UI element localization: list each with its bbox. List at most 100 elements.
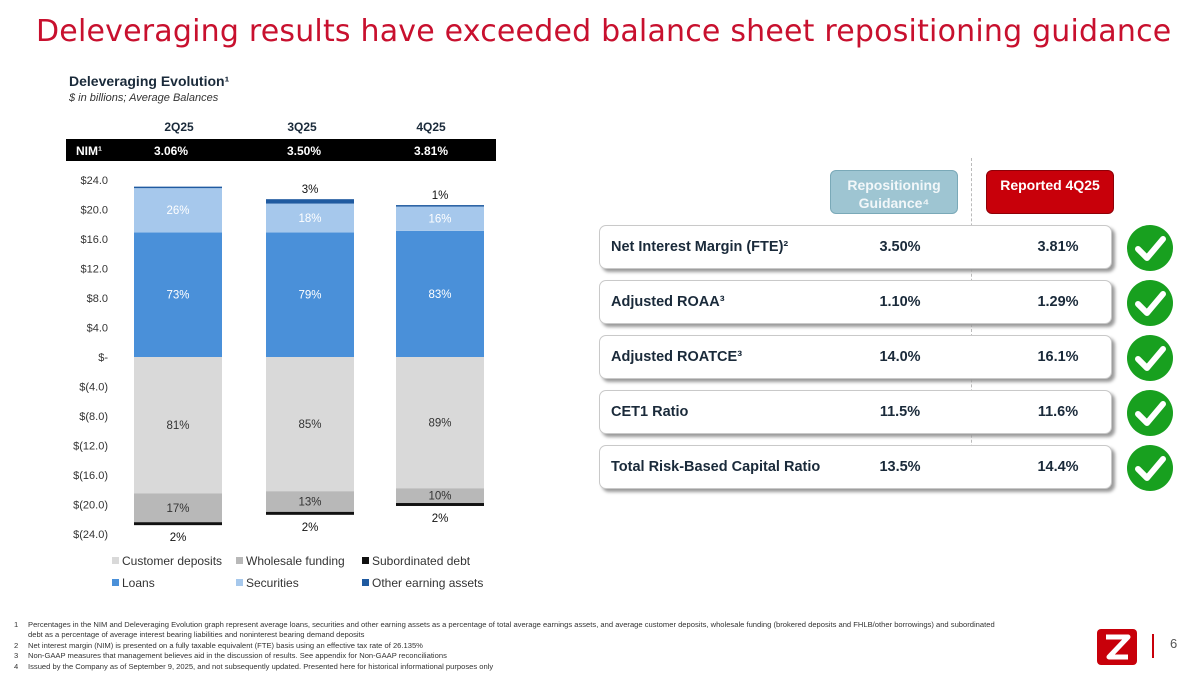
legend-label: Wholesale funding bbox=[246, 554, 345, 568]
y-tick-label: $4.0 bbox=[87, 323, 108, 335]
legend-swatch bbox=[236, 557, 243, 564]
footnote: 1 Percentages in the NIM and Deleveraging… bbox=[14, 620, 1004, 641]
y-tick-label: $(20.0) bbox=[73, 500, 108, 512]
logo-divider bbox=[1152, 634, 1154, 658]
data-label: 79% bbox=[298, 290, 321, 302]
footnote-text: Net interest margin (NIM) is presented o… bbox=[28, 640, 423, 650]
footnote: 4 Issued by the Company as of September 9… bbox=[14, 662, 1004, 672]
legend-item-securities: Securities bbox=[236, 576, 299, 590]
metric-reported-value: 16.1% bbox=[1037, 349, 1079, 365]
y-tick-label: $(4.0) bbox=[79, 382, 108, 394]
repositioning-guidance-header: Repositioning Guidance⁴ bbox=[830, 170, 958, 214]
nim-value-2q25: 3.06% bbox=[154, 144, 189, 158]
metric-guidance-value: 13.5% bbox=[879, 459, 921, 475]
y-tick-label: $- bbox=[98, 352, 108, 364]
y-tick-label: $20.0 bbox=[80, 205, 108, 217]
y-tick-label: $(8.0) bbox=[79, 411, 108, 423]
bar-segment-loans bbox=[266, 232, 354, 357]
data-label: 13% bbox=[298, 497, 321, 509]
metric-row-roaa: Adjusted ROAA³ 1.10% 1.29% bbox=[599, 280, 1112, 324]
metric-label: Adjusted ROATCE³ bbox=[611, 349, 743, 365]
metric-label: Total Risk-Based Capital Ratio bbox=[611, 459, 821, 475]
y-tick-label: $8.0 bbox=[87, 293, 108, 305]
nim-value-3q25: 3.50% bbox=[287, 144, 322, 158]
bar-segment-other-earning-assets bbox=[396, 205, 484, 207]
data-label: 2% bbox=[302, 522, 319, 534]
nim-label: NIM¹ bbox=[76, 144, 102, 158]
legend-item-subordinated-debt: Subordinated debt bbox=[362, 554, 470, 568]
y-tick-label: $(12.0) bbox=[73, 441, 108, 453]
y-tick-label: $(16.0) bbox=[73, 470, 108, 482]
legend-item-customer-deposits: Customer deposits bbox=[112, 554, 222, 568]
checkmark-icon bbox=[1127, 335, 1173, 381]
bar-segment-other-earning-assets bbox=[134, 186, 222, 189]
footnote-text: Non-GAAP measures that management believ… bbox=[28, 651, 447, 661]
legend-label: Loans bbox=[122, 576, 155, 590]
bar-segment-loans bbox=[396, 230, 484, 357]
metric-reported-value: 1.29% bbox=[1037, 294, 1079, 310]
footnote-text: Issued by the Company as of September 9,… bbox=[28, 661, 494, 671]
bar-segment-securities bbox=[266, 203, 354, 233]
bar-segment-customer-deposits bbox=[396, 357, 484, 489]
legend-item-other-earning-assets: Other earning assets bbox=[362, 576, 483, 590]
bar-segment-securities bbox=[396, 206, 484, 231]
checkmark-icon bbox=[1127, 390, 1173, 436]
metric-label: Net Interest Margin (FTE)² bbox=[611, 239, 789, 255]
legend-item-loans: Loans bbox=[112, 576, 155, 590]
metric-row-roatce: Adjusted ROATCE³ 14.0% 16.1% bbox=[599, 335, 1112, 379]
quarter-label-3q25: 3Q25 bbox=[287, 120, 317, 134]
metric-guidance-value: 1.10% bbox=[879, 294, 921, 310]
data-label: 17% bbox=[166, 503, 189, 515]
bar-segment-securities bbox=[134, 188, 222, 233]
data-label: 3% bbox=[302, 184, 319, 196]
data-label: 81% bbox=[166, 420, 189, 432]
legend-swatch bbox=[112, 557, 119, 564]
bar-segment-subordinated-debt bbox=[266, 511, 354, 515]
legend-label: Customer deposits bbox=[122, 554, 223, 568]
bar-segment-customer-deposits bbox=[266, 357, 354, 492]
reported-4q25-header: Reported 4Q25 bbox=[986, 170, 1114, 214]
data-label: 73% bbox=[166, 290, 189, 302]
bar-segment-subordinated-debt bbox=[134, 522, 222, 526]
data-label: 26% bbox=[166, 205, 189, 217]
metric-guidance-value: 11.5% bbox=[879, 404, 921, 420]
metric-row-cet1: CET1 Ratio 11.5% 11.6% bbox=[599, 390, 1112, 434]
bar-segment-customer-deposits bbox=[134, 357, 222, 494]
bar-segment-subordinated-debt bbox=[396, 503, 484, 506]
chart-subtitle: $ in billions; Average Balances bbox=[69, 92, 219, 104]
deleveraging-chart: $24.0 $20.0 $16.0 $12.0 $8.0 $4.0 $- $(4.0) $(8.… bbox=[73, 175, 484, 544]
data-label: 18% bbox=[298, 213, 321, 225]
metric-label: CET1 Ratio bbox=[611, 404, 689, 420]
data-label: 2% bbox=[170, 532, 187, 544]
checkmark-icon bbox=[1127, 280, 1173, 326]
page-number: 6 bbox=[1170, 636, 1178, 651]
company-logo-icon bbox=[1097, 629, 1137, 665]
legend-item-wholesale-funding: Wholesale funding bbox=[236, 554, 345, 568]
y-tick-label: $24.0 bbox=[80, 175, 108, 187]
footnote-number: 2 bbox=[14, 640, 19, 650]
data-label: 1% bbox=[432, 190, 449, 202]
bar-segment-wholesale-funding bbox=[266, 491, 354, 512]
legend-swatch bbox=[236, 579, 243, 586]
data-label: 85% bbox=[298, 419, 321, 431]
data-label: 2% bbox=[432, 513, 449, 525]
metric-row-total-risk-based-capital: Total Risk-Based Capital Ratio 13.5% 14.… bbox=[599, 445, 1112, 489]
metric-reported-value: 14.4% bbox=[1037, 459, 1079, 475]
footnote-text: Percentages in the NIM and Deleveraging … bbox=[28, 620, 995, 640]
bar-segment-loans bbox=[134, 232, 222, 357]
footnote-number: 1 bbox=[14, 620, 19, 629]
quarter-label-4q25: 4Q25 bbox=[416, 120, 446, 134]
metric-guidance-value: 3.50% bbox=[879, 239, 921, 255]
legend-label: Subordinated debt bbox=[372, 554, 471, 568]
legend-swatch bbox=[362, 579, 369, 586]
data-label: 16% bbox=[428, 214, 451, 226]
y-tick-label: $12.0 bbox=[80, 264, 108, 276]
metric-guidance-value: 14.0% bbox=[879, 349, 921, 365]
y-tick-label: $16.0 bbox=[80, 234, 108, 246]
data-label: 83% bbox=[428, 289, 451, 301]
footnotes: 1 Percentages in the NIM and Deleveraging… bbox=[14, 620, 1004, 672]
data-label: 89% bbox=[428, 418, 451, 430]
metric-row-nim: Net Interest Margin (FTE)² 3.50% 3.81% bbox=[599, 225, 1112, 269]
page-title: Deleveraging results have exceeded balan… bbox=[36, 14, 1172, 49]
legend-label: Securities bbox=[246, 576, 299, 590]
